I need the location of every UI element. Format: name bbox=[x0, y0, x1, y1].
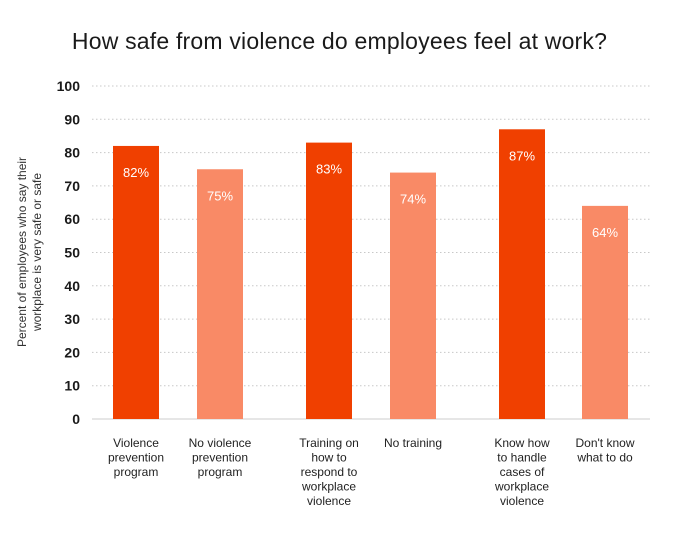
data-label: 75% bbox=[207, 188, 233, 203]
x-category-label: Violence prevention program bbox=[108, 436, 164, 479]
data-label: 74% bbox=[400, 192, 426, 207]
data-labels: 82% 75% 83% 74% 87% 64% bbox=[123, 148, 618, 240]
x-category-label-line: violence bbox=[500, 494, 544, 508]
y-axis-label-line: Percent of employees who say their bbox=[15, 157, 29, 347]
x-category-label-line: cases of bbox=[500, 465, 545, 479]
x-category-label-line: No training bbox=[384, 436, 442, 450]
y-tick-label: 100 bbox=[57, 78, 81, 94]
y-tick-label: 60 bbox=[64, 211, 80, 227]
bar bbox=[390, 172, 436, 419]
gridlines bbox=[92, 85, 650, 420]
y-tick-label: 40 bbox=[64, 278, 80, 294]
y-tick-label: 80 bbox=[64, 145, 80, 161]
bars bbox=[113, 129, 628, 420]
x-category-label-line: program bbox=[114, 465, 159, 479]
x-category-label-line: respond to bbox=[301, 465, 358, 479]
x-category-label-line: what to do bbox=[576, 451, 633, 465]
y-axis-ticks: 0 10 20 30 40 50 60 70 80 90 100 bbox=[57, 78, 81, 427]
chart-title: How safe from violence do employees feel… bbox=[71, 28, 608, 54]
x-category-label: No violence prevention program bbox=[189, 436, 252, 479]
y-tick-label: 30 bbox=[64, 311, 80, 327]
x-category-label-line: how to bbox=[311, 451, 347, 465]
x-category-label-line: Know how bbox=[494, 436, 550, 450]
x-category-label-line: program bbox=[198, 465, 243, 479]
y-axis-label-line: workplace is very safe or safe bbox=[30, 173, 44, 332]
data-label: 83% bbox=[316, 162, 342, 177]
x-category-label-line: violence bbox=[307, 494, 351, 508]
x-category-label-line: prevention bbox=[108, 451, 164, 465]
y-tick-label: 50 bbox=[64, 245, 80, 261]
x-category-label-line: No violence bbox=[189, 436, 252, 450]
x-category-label: Don't know what to do bbox=[576, 436, 635, 465]
x-category-label-line: workplace bbox=[494, 480, 549, 494]
y-axis-label: Percent of employees who say theirworkpl… bbox=[15, 157, 44, 347]
x-category-label-line: Training on bbox=[299, 436, 359, 450]
bar bbox=[306, 142, 352, 420]
y-axis-label-text: Percent of employees who say theirworkpl… bbox=[15, 157, 44, 347]
bar bbox=[197, 169, 243, 419]
x-category-label: Know how to handle cases of workplace violen… bbox=[494, 436, 550, 508]
x-category-label-line: Don't know bbox=[576, 436, 635, 450]
y-tick-label: 0 bbox=[72, 411, 80, 427]
y-tick-label: 70 bbox=[64, 178, 80, 194]
x-category-label-line: workplace bbox=[301, 480, 356, 494]
y-tick-label: 20 bbox=[64, 344, 80, 360]
y-tick-label: 10 bbox=[64, 378, 80, 394]
x-category-label: Training on how to respond to workplace viol… bbox=[299, 436, 359, 508]
data-label: 82% bbox=[123, 165, 149, 180]
x-category-label-line: to handle bbox=[497, 451, 547, 465]
bar bbox=[113, 145, 159, 419]
data-label: 64% bbox=[592, 225, 618, 240]
x-category-label: No training bbox=[384, 436, 442, 450]
x-category-label-line: prevention bbox=[192, 451, 248, 465]
x-category-label-line: Violence bbox=[113, 436, 159, 450]
y-tick-label: 90 bbox=[64, 111, 80, 127]
bar bbox=[499, 129, 545, 420]
data-label: 87% bbox=[509, 148, 535, 163]
bar bbox=[582, 205, 628, 419]
